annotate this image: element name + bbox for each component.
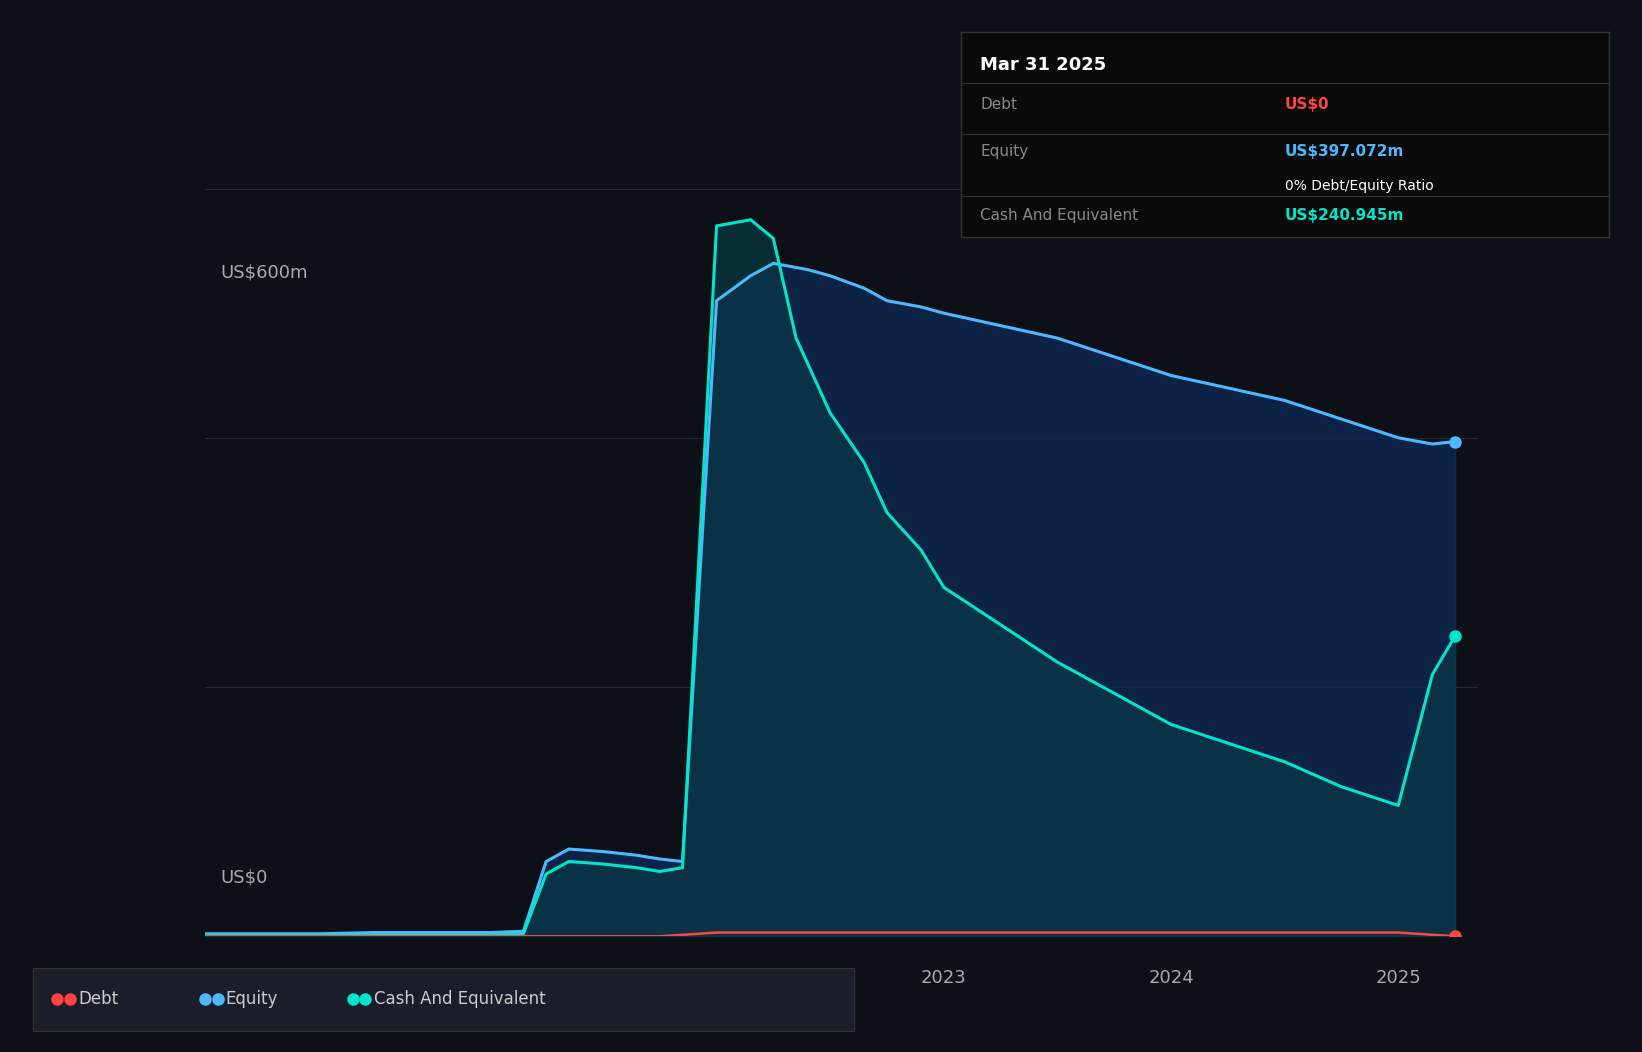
Text: 2020: 2020 xyxy=(240,969,284,987)
Text: Cash And Equivalent: Cash And Equivalent xyxy=(980,208,1138,223)
Text: 2023: 2023 xyxy=(921,969,967,987)
Text: 2024: 2024 xyxy=(1148,969,1194,987)
Text: Mar 31 2025: Mar 31 2025 xyxy=(980,56,1107,75)
Text: US$600m: US$600m xyxy=(220,263,309,281)
Text: Debt: Debt xyxy=(79,990,118,1009)
Text: US$0: US$0 xyxy=(1284,97,1330,113)
Text: US$0: US$0 xyxy=(220,869,268,887)
Text: Debt: Debt xyxy=(980,97,1016,113)
Text: Equity: Equity xyxy=(980,144,1028,160)
Text: 2025: 2025 xyxy=(1376,969,1420,987)
Text: 0% Debt/Equity Ratio: 0% Debt/Equity Ratio xyxy=(1284,179,1433,194)
Text: Cash And Equivalent: Cash And Equivalent xyxy=(374,990,545,1009)
Text: 2022: 2022 xyxy=(693,969,739,987)
Text: US$240.945m: US$240.945m xyxy=(1284,208,1404,223)
Text: Equity: Equity xyxy=(225,990,277,1009)
Text: US$397.072m: US$397.072m xyxy=(1284,144,1404,160)
Text: 2021: 2021 xyxy=(466,969,512,987)
